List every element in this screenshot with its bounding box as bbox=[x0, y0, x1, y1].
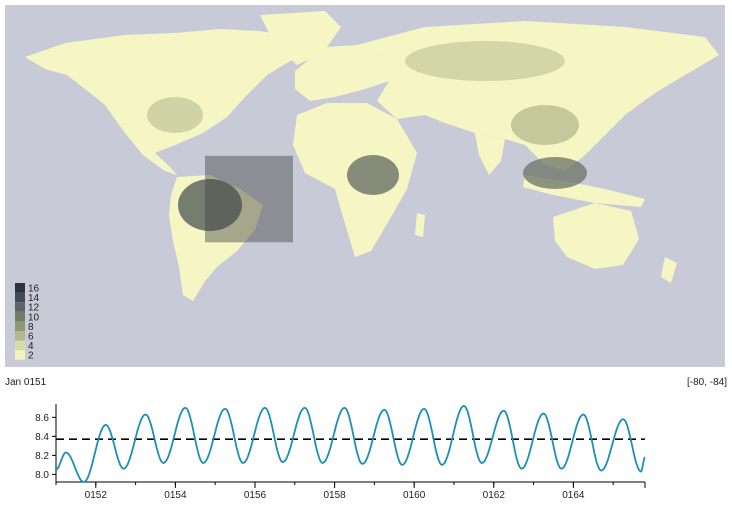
central-america bbox=[125, 133, 177, 175]
legend-label: 10 bbox=[28, 312, 40, 323]
eastern-us-shading bbox=[147, 97, 203, 133]
x-tick-label: 0156 bbox=[244, 490, 267, 501]
southeast-asia-shading bbox=[523, 157, 587, 189]
legend-swatch bbox=[15, 292, 25, 303]
congo-shading bbox=[347, 155, 399, 195]
x-tick-label: 0162 bbox=[483, 490, 506, 501]
legend-swatch bbox=[15, 283, 25, 293]
madagascar bbox=[415, 213, 425, 237]
time-series-chart[interactable]: 8.0 8.2 8.4 8.6 0152 0154 0156 0158 0160 0162 0164 bbox=[0, 400, 732, 502]
india bbox=[475, 133, 505, 175]
legend-swatch bbox=[15, 321, 25, 331]
legend-label: 14 bbox=[28, 293, 40, 304]
coordinate-readout: [-80, -84] bbox=[686, 377, 727, 388]
x-tick-label: 0152 bbox=[85, 490, 108, 501]
asia bbox=[357, 21, 719, 171]
legend-swatch bbox=[15, 340, 25, 351]
north-america bbox=[25, 29, 305, 153]
legend-swatch bbox=[15, 350, 25, 360]
legend-swatch bbox=[15, 311, 25, 322]
y-tick-label: 8.0 bbox=[35, 470, 49, 481]
legend-swatch bbox=[15, 302, 25, 312]
chart-canvas[interactable]: 8.0 8.2 8.4 8.6 0152 0154 0156 0158 0160 0162 0164 bbox=[0, 400, 732, 502]
legend-label: 12 bbox=[28, 303, 40, 314]
series-line bbox=[55, 404, 646, 483]
y-tick-label: 8.4 bbox=[35, 432, 49, 443]
y-tick-label: 8.6 bbox=[35, 413, 49, 424]
high-value-regions bbox=[147, 41, 587, 231]
east-asia-shading bbox=[511, 105, 579, 145]
x-tick-label: 0160 bbox=[403, 490, 426, 501]
japan bbox=[605, 95, 617, 121]
x-tick-label: 0164 bbox=[562, 490, 585, 501]
land-masses bbox=[25, 11, 719, 301]
legend-label: 2 bbox=[28, 351, 34, 362]
legend-label: 4 bbox=[28, 341, 34, 352]
legend-label: 6 bbox=[28, 332, 34, 343]
europe bbox=[295, 45, 397, 101]
amazon-shading bbox=[178, 179, 242, 231]
region-selection-box[interactable] bbox=[205, 155, 293, 243]
siberia-shading bbox=[405, 41, 565, 81]
x-tick-label: 0158 bbox=[323, 490, 346, 501]
y-tick-label: 8.2 bbox=[35, 451, 49, 462]
time-label: Jan 0151 bbox=[5, 377, 47, 388]
legend-label: 16 bbox=[28, 284, 40, 295]
legend-label: 8 bbox=[28, 322, 34, 333]
legend-swatch bbox=[15, 331, 25, 341]
x-tick-label: 0154 bbox=[164, 490, 187, 501]
australia bbox=[553, 203, 639, 269]
new-zealand bbox=[661, 257, 677, 283]
world-map[interactable]: 16 14 12 10 8 6 4 2 bbox=[5, 5, 725, 367]
